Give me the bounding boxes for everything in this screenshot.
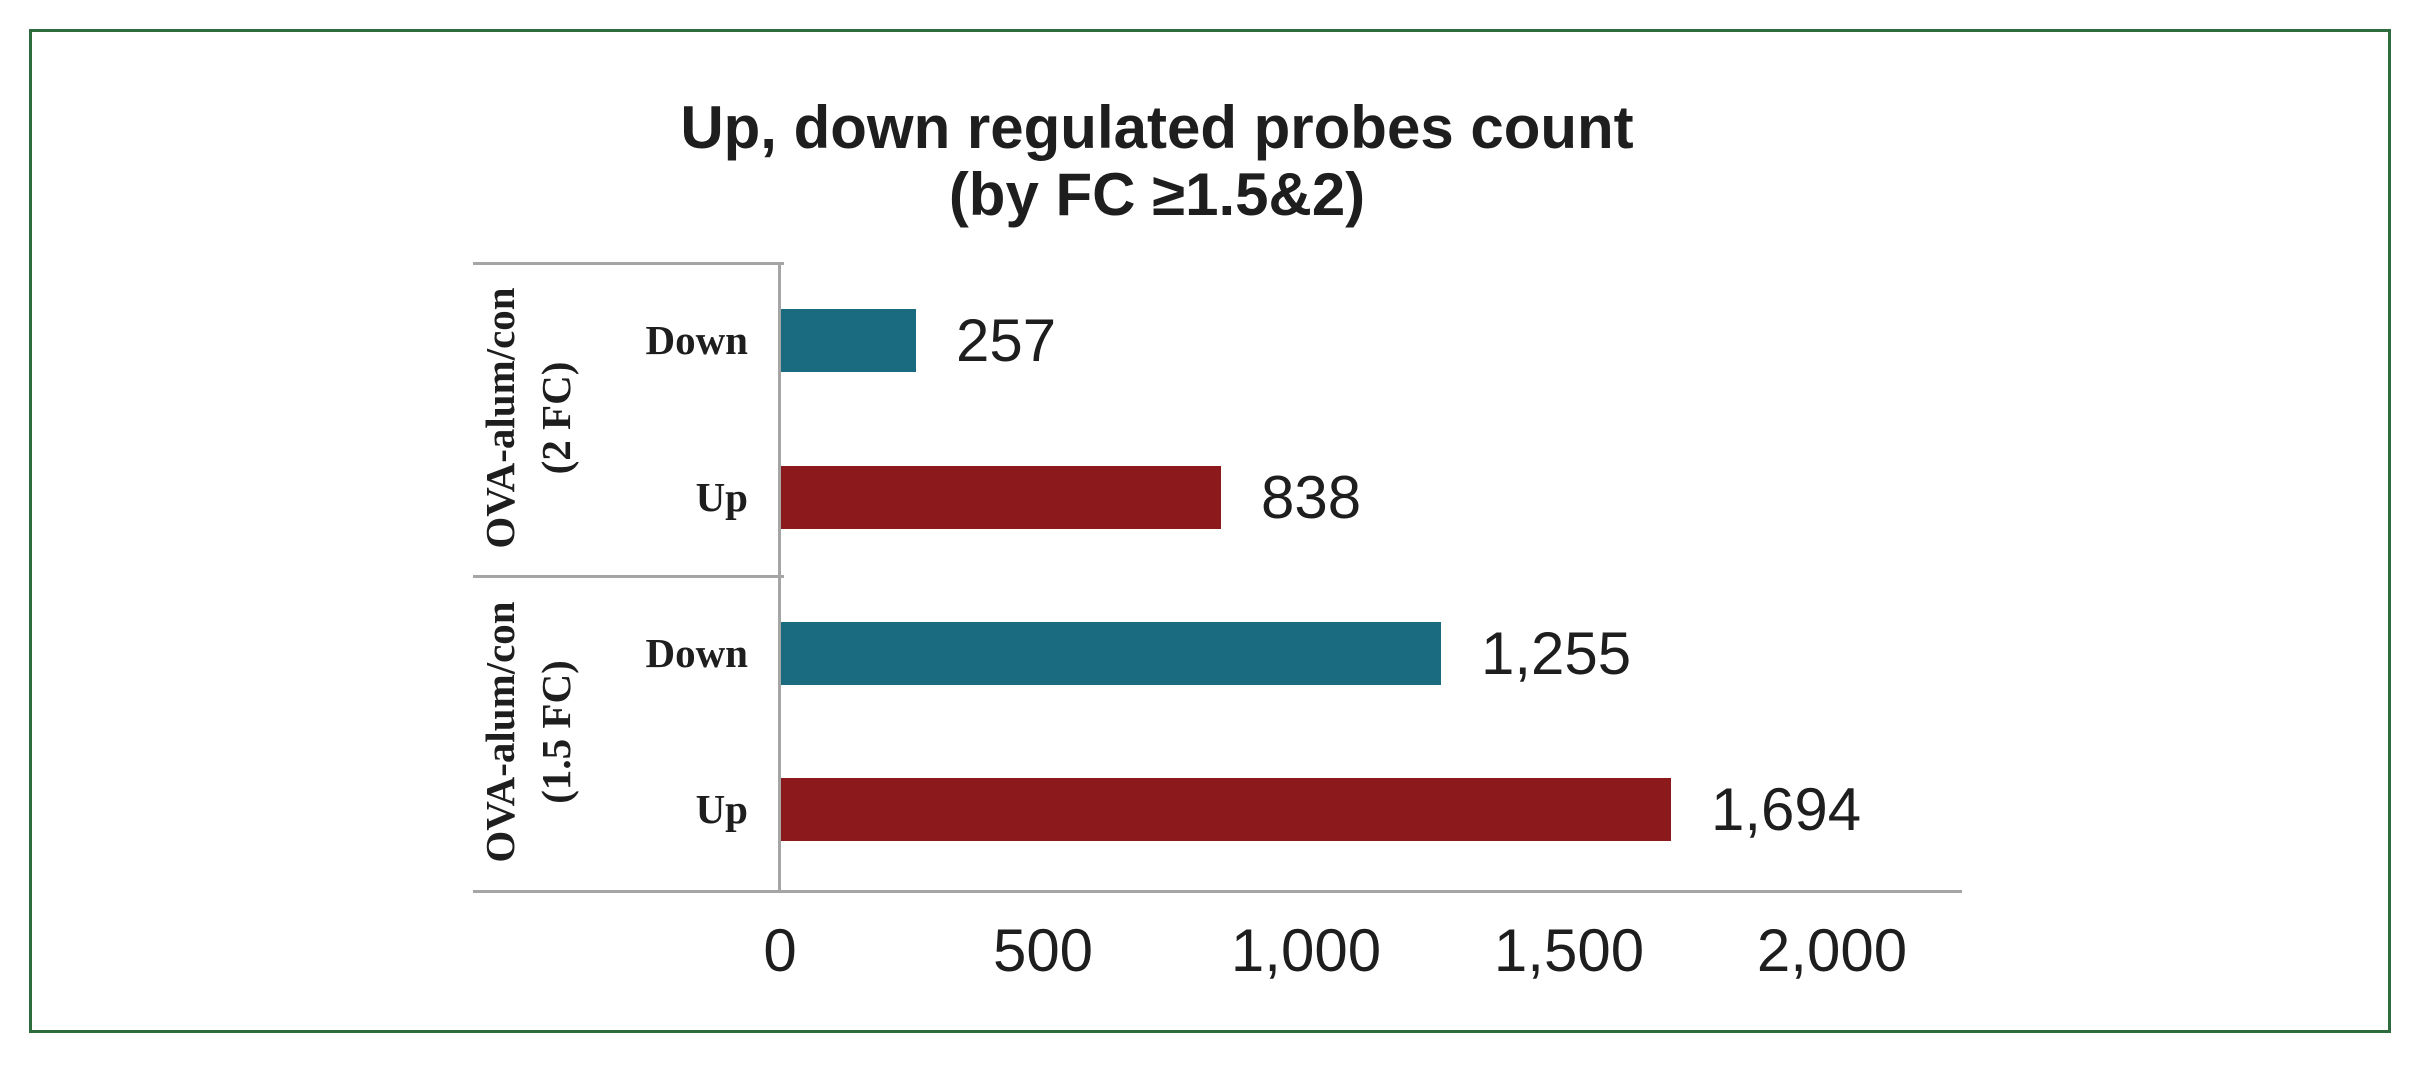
bar-row-up-1-5fc: 1,694: [781, 776, 1861, 843]
x-tick-label-2000: 2,000: [1756, 917, 1908, 984]
bar-value-up-2fc: 838: [1261, 464, 1362, 531]
x-axis-baseline: [473, 890, 1962, 893]
category-label-down-1-5fc: Down: [645, 630, 748, 676]
x-tick-label-1000: 1,000: [1230, 917, 1382, 984]
plot-border-top: [473, 262, 784, 265]
bar-value-up-1-5fc: 1,694: [1711, 776, 1862, 843]
category-label-down-2fc: Down: [645, 317, 748, 363]
outer-green-frame: [29, 29, 2391, 1033]
category-label-up-1-5fc: Up: [695, 786, 748, 832]
bar-value-down-2fc: 257: [956, 307, 1057, 374]
y-axis-line: [778, 262, 781, 893]
x-tick-label-0: 0: [763, 917, 797, 984]
chart-title-line2: (by FC ≥1.5&2): [948, 161, 1366, 228]
chart-title-line1: Up, down regulated probes count: [680, 94, 1634, 161]
bar-value-down-1-5fc: 1,255: [1481, 620, 1632, 687]
bar-down-1-5fc: [781, 622, 1441, 685]
x-tick-label-500: 500: [992, 917, 1094, 984]
group-separator-line: [473, 575, 784, 578]
bar-row-up-2fc: 838: [781, 464, 1832, 531]
x-tick-label-1500: 1,500: [1493, 917, 1645, 984]
bar-row-down-2fc: 257: [781, 307, 1832, 374]
chart-title: Up, down regulated probes count (by FC ≥…: [457, 94, 1857, 228]
category-label-up-2fc: Up: [695, 474, 748, 520]
bar-row-down-1-5fc: 1,255: [781, 620, 1832, 687]
bar-up-1-5fc: [781, 778, 1671, 841]
bar-down-2fc: [781, 309, 916, 372]
bar-up-2fc: [781, 466, 1221, 529]
